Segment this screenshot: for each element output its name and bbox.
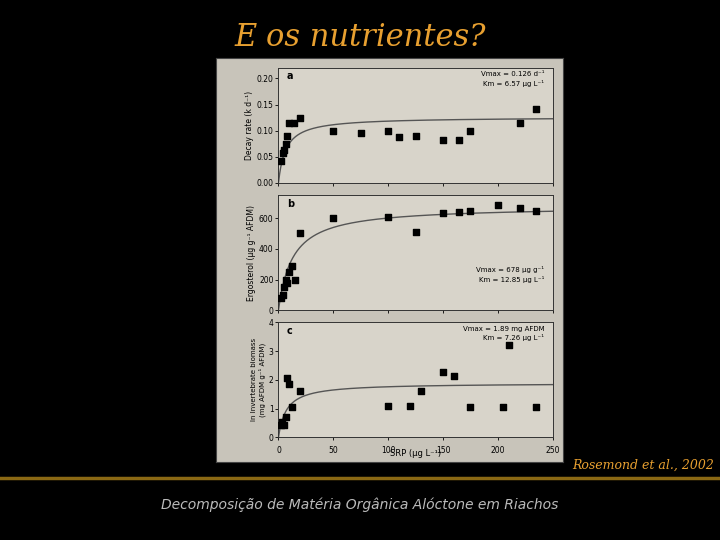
Point [284, 267, 295, 276]
Text: SRP (µg L⁻¹): SRP (µg L⁻¹) [390, 449, 441, 458]
Point [410, 132, 421, 140]
Point [454, 136, 465, 144]
Y-axis label: Ergosterol (µg g⁻¹ AFDM): Ergosterol (µg g⁻¹ AFDM) [247, 205, 256, 301]
Point [328, 126, 339, 135]
Point [382, 402, 394, 411]
Point [282, 279, 293, 288]
Point [275, 420, 287, 429]
Point [531, 104, 542, 113]
Point [286, 403, 297, 411]
Text: Vmax = 1.89 mg AFDM
Km = 7.26 µg L⁻¹: Vmax = 1.89 mg AFDM Km = 7.26 µg L⁻¹ [463, 326, 544, 341]
Point [282, 132, 293, 140]
Point [275, 157, 287, 165]
Point [531, 207, 542, 215]
Point [280, 413, 292, 421]
Point [382, 126, 394, 135]
Text: Vmax = 0.126 d⁻¹
Km = 6.57 µg L⁻¹: Vmax = 0.126 d⁻¹ Km = 6.57 µg L⁻¹ [481, 71, 544, 87]
Point [288, 118, 300, 127]
Text: E os nutrientes?: E os nutrientes? [234, 22, 486, 52]
Point [286, 261, 297, 270]
Point [454, 208, 465, 217]
Point [514, 204, 526, 212]
Point [437, 368, 449, 376]
Point [278, 283, 289, 292]
Point [294, 113, 306, 122]
Point [294, 228, 306, 237]
Point [276, 417, 287, 426]
Point [498, 403, 509, 411]
Point [284, 118, 295, 127]
Point [277, 291, 289, 299]
Text: Vmax = 678 µg g⁻¹
Km = 12.85 µg L⁻¹: Vmax = 678 µg g⁻¹ Km = 12.85 µg L⁻¹ [477, 266, 544, 283]
Point [280, 275, 292, 284]
Point [382, 213, 394, 222]
Point [464, 403, 476, 411]
Point [278, 421, 289, 430]
Y-axis label: ln Invertebrate biomass
(mg AFDM g⁻¹ AFDM): ln Invertebrate biomass (mg AFDM g⁻¹ AFD… [251, 339, 266, 421]
Text: Rosemond et al., 2002: Rosemond et al., 2002 [572, 459, 714, 472]
Point [277, 148, 289, 157]
Point [289, 276, 301, 285]
Point [464, 126, 476, 135]
Point [531, 403, 542, 411]
Point [278, 146, 289, 154]
Point [284, 380, 295, 389]
Point [410, 228, 421, 237]
Point [437, 136, 449, 144]
Point [448, 372, 459, 380]
Point [514, 118, 526, 127]
Point [503, 341, 515, 350]
Y-axis label: Decay rate (k d⁻¹): Decay rate (k d⁻¹) [245, 91, 254, 160]
Point [437, 208, 449, 217]
Point [275, 294, 287, 302]
Point [464, 207, 476, 215]
Point [280, 139, 292, 148]
Text: a: a [287, 71, 293, 82]
Text: Decomposição de Matéria Orgânica Alóctone em Riachos: Decomposição de Matéria Orgânica Alócton… [161, 498, 559, 512]
Text: b: b [287, 199, 294, 208]
Point [328, 214, 339, 222]
Point [282, 374, 293, 383]
Point [294, 387, 306, 395]
Point [355, 129, 366, 138]
Point [393, 133, 405, 141]
Point [492, 201, 503, 210]
Point [405, 402, 416, 411]
Text: c: c [287, 326, 292, 336]
Point [415, 387, 427, 395]
